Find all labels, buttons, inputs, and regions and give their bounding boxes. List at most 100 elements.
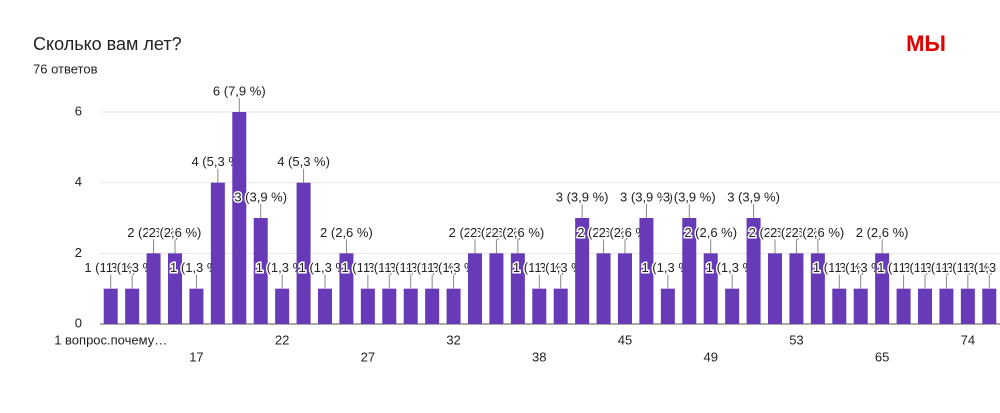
value-label: 1 (1,3 %) (384, 260, 437, 275)
bar (189, 288, 204, 324)
x-tick-label: 17 (189, 349, 203, 364)
value-label: 1 (1,3 %) (941, 260, 994, 275)
value-label: 1 (1,3 %) (899, 260, 952, 275)
value-label: 1 (1,3 %) (877, 260, 930, 275)
value-label: 1 (1,3 %) (299, 260, 352, 275)
bar (939, 288, 954, 324)
bar (596, 253, 611, 324)
bar (339, 253, 354, 324)
value-label: 1 (1,3 %) (513, 260, 566, 275)
x-tick-label: 1 вопрос.почему… (54, 332, 167, 347)
value-label: 6 (7,9 %) (213, 83, 266, 98)
bar (510, 253, 525, 324)
x-tick-label: 32 (446, 332, 460, 347)
bar (789, 253, 804, 324)
value-label: 2 (2,6 %) (149, 225, 202, 240)
bar (146, 253, 161, 324)
bar (725, 288, 740, 324)
value-label: 1 (1,3 %) (427, 260, 480, 275)
bar (275, 288, 290, 324)
bar (382, 288, 397, 324)
bar (103, 288, 118, 324)
bar (660, 288, 675, 324)
value-label: 2 (2,6 %) (770, 225, 823, 240)
bar (318, 288, 332, 324)
value-label: 1 (1,3 %) (641, 260, 694, 275)
value-label: 1 (1,3 %) (106, 260, 159, 275)
bar (918, 288, 932, 324)
y-tick-label: 0 (75, 315, 82, 330)
value-label: 1 (1,3 %) (834, 260, 887, 275)
value-label: 2 (2,6 %) (791, 225, 844, 240)
bar (810, 253, 825, 324)
bar (875, 253, 890, 324)
bar (768, 253, 782, 324)
bar (896, 288, 911, 324)
value-label: 2 (2,6 %) (577, 225, 630, 240)
bar (468, 253, 482, 324)
bar (232, 112, 247, 324)
y-tick-label: 2 (75, 245, 82, 260)
x-tick-label: 65 (875, 349, 889, 364)
bar (125, 288, 140, 324)
value-label: 1 (1,3 %) (813, 260, 866, 275)
bar (296, 182, 311, 324)
bar (425, 288, 440, 324)
bar (489, 253, 504, 324)
bar (446, 288, 461, 324)
value-label: 1 (1,3 %) (406, 260, 459, 275)
value-label: 3 (3,9 %) (663, 189, 716, 204)
value-label: 3 (3,9 %) (234, 189, 287, 204)
value-label: 1 (1,3 %) (84, 260, 137, 275)
bar (532, 288, 547, 324)
x-tick-label: 49 (703, 349, 717, 364)
bar (553, 288, 568, 324)
x-tick-label: 27 (361, 349, 375, 364)
bar (853, 288, 868, 324)
value-label: 3 (3,9 %) (727, 189, 780, 204)
x-tick-label: 53 (789, 332, 803, 347)
x-tick-label: 45 (618, 332, 632, 347)
value-label: 2 (2,6 %) (684, 225, 737, 240)
bar (575, 218, 590, 324)
value-label: 2 (2,6 %) (599, 225, 652, 240)
value-label: 1 (1,3 %) (706, 260, 759, 275)
bar (682, 218, 697, 324)
value-label: 2 (2,6 %) (320, 225, 373, 240)
bar (960, 288, 975, 324)
y-tick-label: 4 (75, 174, 82, 189)
value-label: 3 (3,9 %) (556, 189, 609, 204)
bar (982, 288, 997, 324)
value-label: 4 (5,3 %) (191, 154, 244, 169)
value-label: 4 (5,3 %) (277, 154, 330, 169)
value-label: 2 (2,6 %) (127, 225, 180, 240)
value-label: 2 (2,6 %) (856, 225, 909, 240)
chart-title: Сколько вам лет? (33, 34, 182, 54)
bar (253, 218, 268, 324)
value-label: 1 (1,3 %) (534, 260, 587, 275)
value-label: 1 (1,3 %) (256, 260, 309, 275)
value-label: 2 (2,6 %) (491, 225, 544, 240)
bar (168, 253, 182, 324)
x-tick-label: 38 (532, 349, 546, 364)
x-tick-label: 74 (961, 332, 975, 347)
bar (360, 288, 375, 324)
chart-subtitle: 76 ответов (33, 61, 98, 76)
bar (639, 218, 654, 324)
value-label: 2 (2,6 %) (749, 225, 802, 240)
value-label: 3 (3,9 %) (620, 189, 673, 204)
logo: МЫ (906, 31, 946, 56)
value-label: 1 (1,3 %) (963, 260, 1000, 275)
value-label: 2 (2,6 %) (470, 225, 523, 240)
value-label: 1 (1,3 %) (920, 260, 973, 275)
bar (746, 218, 761, 324)
value-label: 2 (2,6 %) (449, 225, 502, 240)
bar (210, 182, 225, 324)
bar (403, 288, 418, 324)
bar (832, 288, 847, 324)
value-label: 1 (1,3 %) (170, 260, 223, 275)
bar (618, 253, 632, 324)
value-label: 1 (1,3 %) (363, 260, 416, 275)
value-label: 1 (1,3 %) (341, 260, 394, 275)
